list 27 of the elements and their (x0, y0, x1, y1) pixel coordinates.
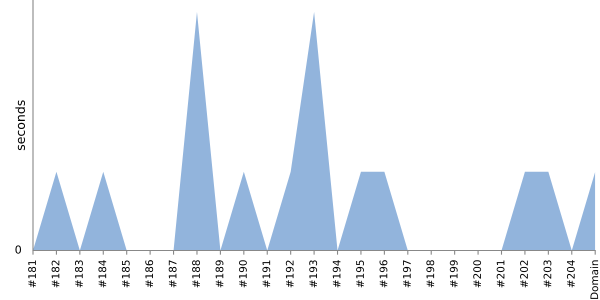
text: 0 (15, 245, 22, 254)
x-tick-label: #194 (332, 260, 341, 288)
y-axis-title: seconds (15, 100, 26, 150)
x-tick-label: #182 (52, 260, 60, 288)
x-tick-label: #198 (426, 260, 434, 288)
x-tick-label: #203 (543, 260, 552, 288)
x-tick-label: #200 (473, 260, 482, 288)
x-tick-label: #185 (122, 260, 130, 288)
x-tick-label: #192 (286, 260, 294, 288)
x-tick-label: #184 (98, 260, 106, 288)
x-tick-label: #187 (168, 260, 177, 288)
x-tick-label: #183 (74, 260, 83, 288)
x-tick-label: #197 (402, 260, 411, 288)
x-tick-label: #202 (520, 260, 528, 288)
x-tick-label: #195 (356, 260, 364, 288)
x-tick-label: #201 (496, 260, 505, 288)
x-tick-label: #191 (262, 260, 270, 288)
x-tick-label: Domain (590, 260, 598, 299)
x-tick-label: #186 (145, 260, 154, 288)
x-tick-label: #188 (192, 260, 200, 288)
x-tick-label: #189 (216, 260, 224, 288)
x-tick-label: #199 (450, 260, 458, 288)
x-tick-label: #193 (309, 260, 318, 288)
x-tick-label: #204 (566, 260, 575, 288)
x-tick-label: #196 (380, 260, 388, 288)
x-tick-label: #190 (238, 260, 247, 288)
x-tick-label: #181 (28, 260, 36, 288)
